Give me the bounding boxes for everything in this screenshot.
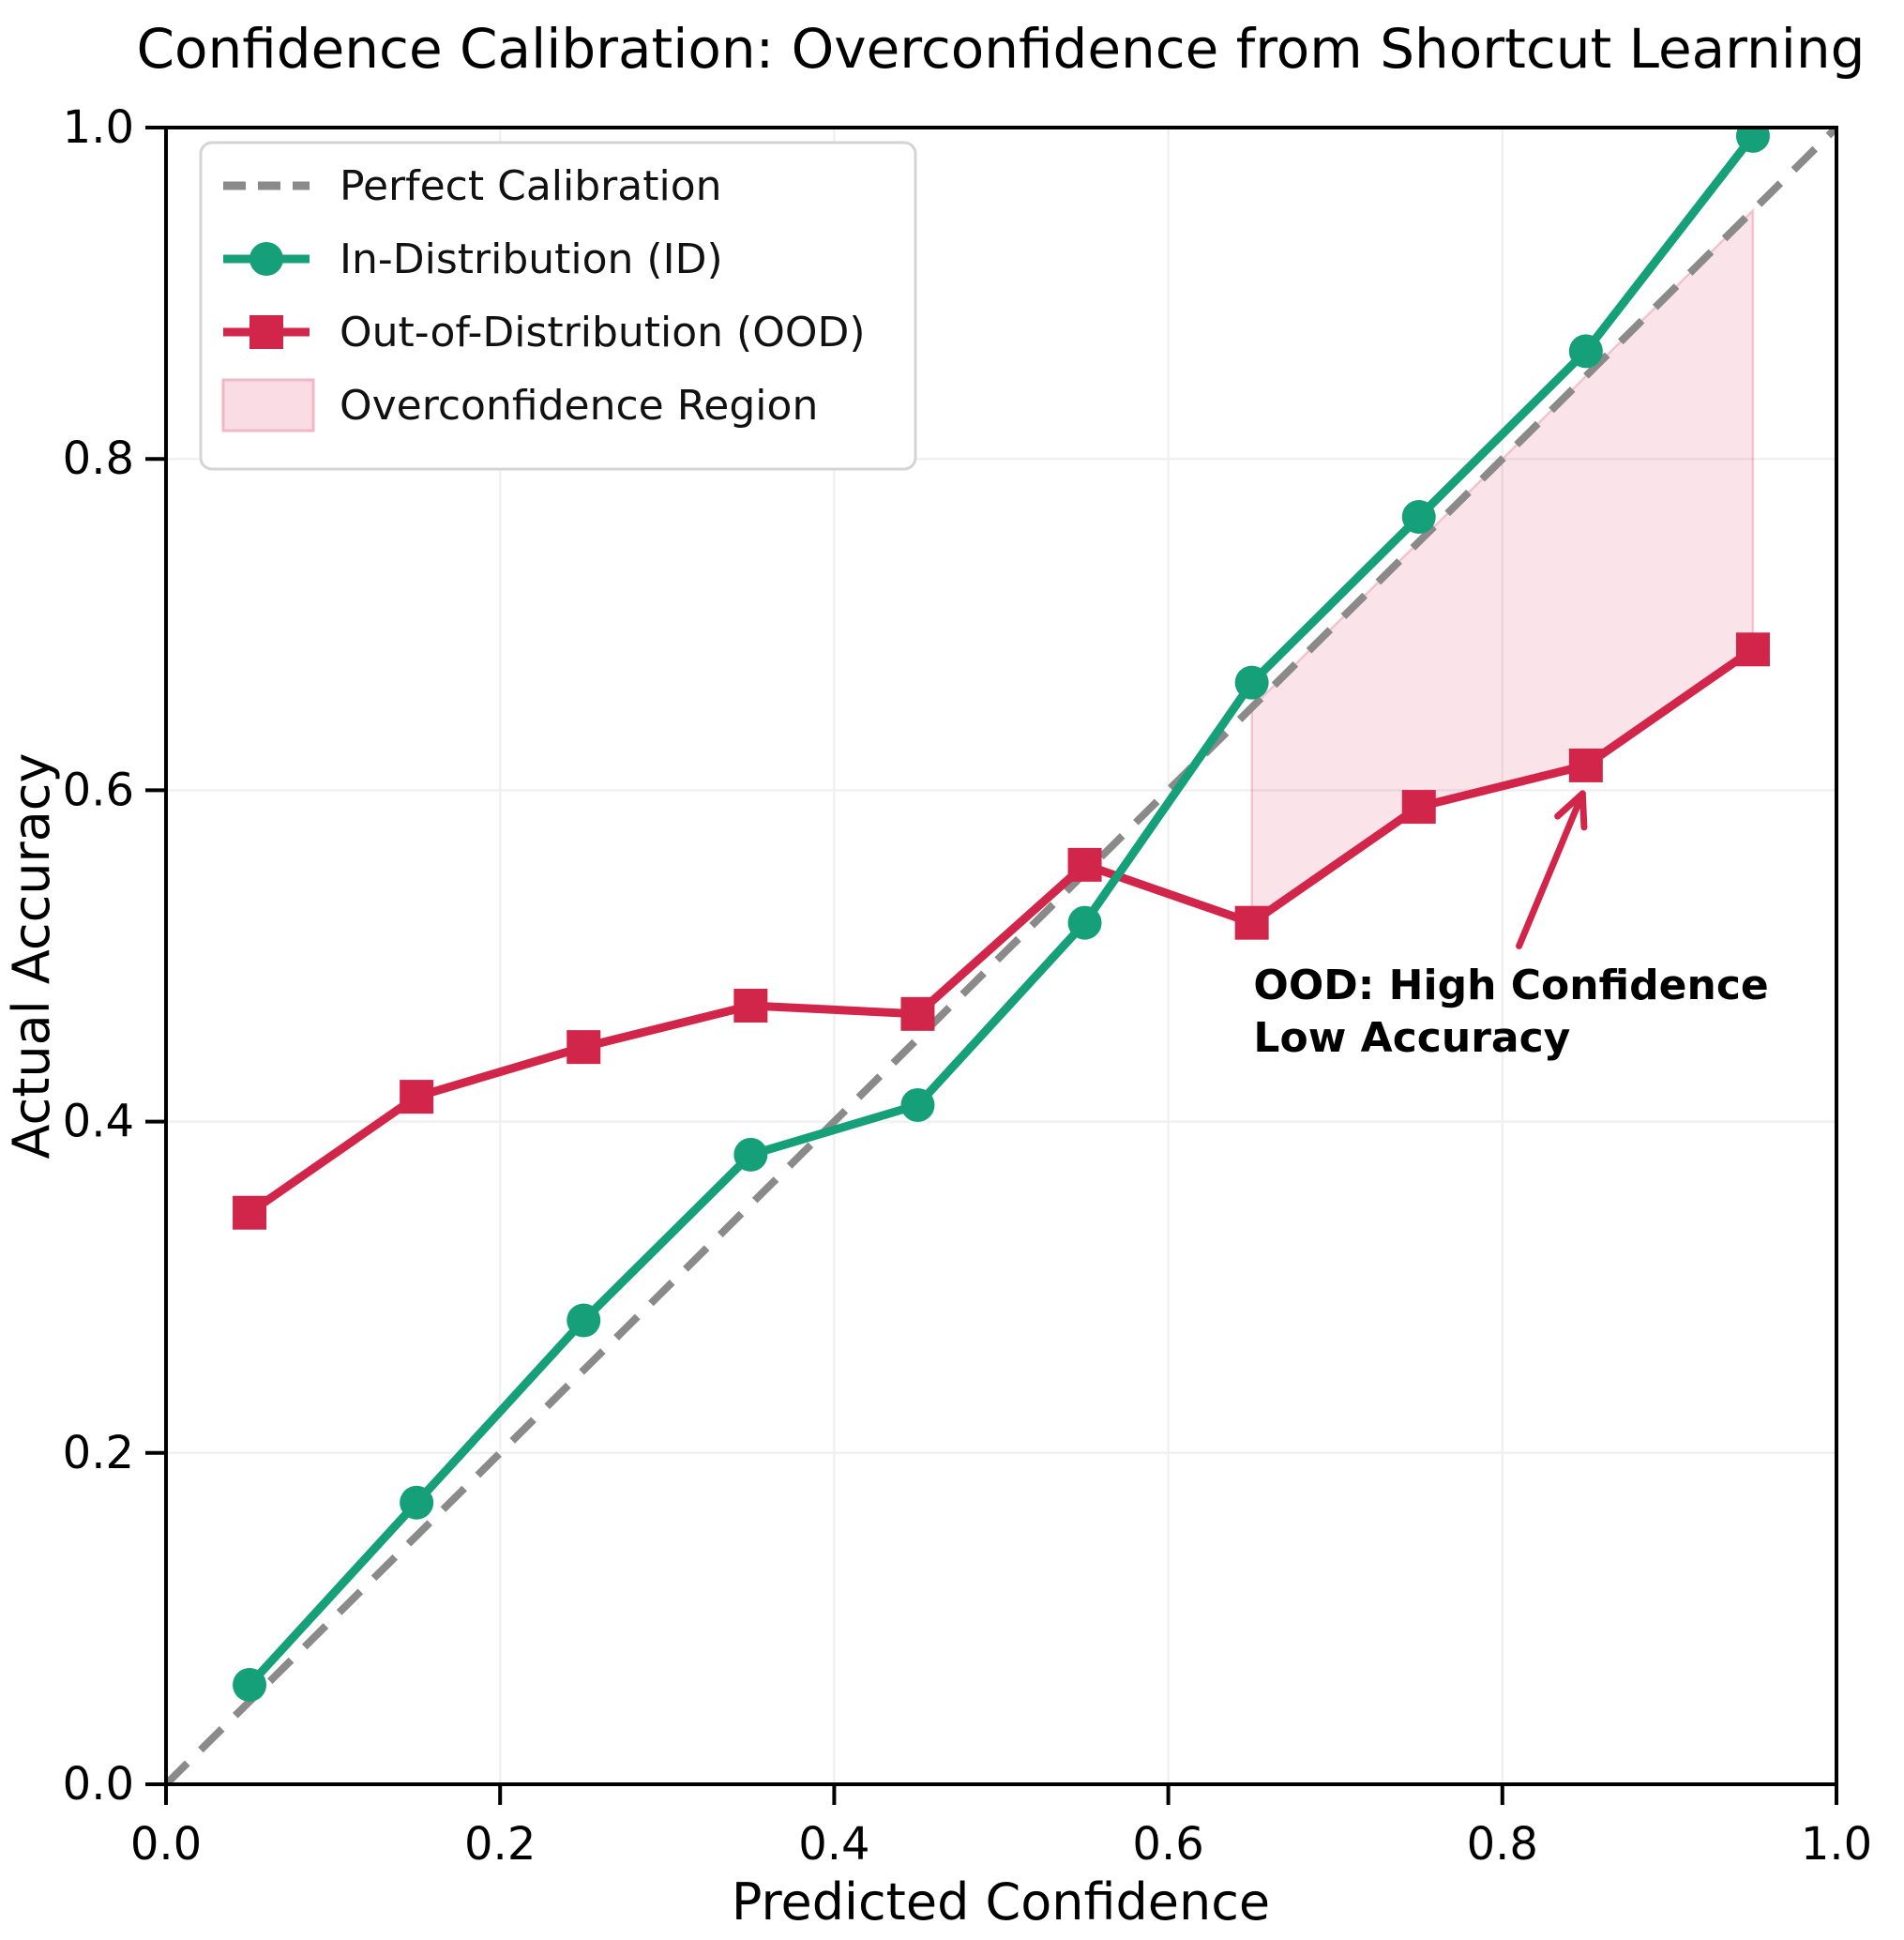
ood-line bbox=[247, 645, 1756, 1217]
annotation-text-line-1: OOD: High Confidence bbox=[1253, 962, 1768, 1009]
chart-title: Confidence Calibration: Overconfidence f… bbox=[137, 17, 1866, 81]
legend-item-label: Perfect Calibration bbox=[340, 162, 722, 210]
x-tick-label: 0.0 bbox=[130, 1818, 202, 1871]
legend-item-label: In-Distribution (ID) bbox=[340, 235, 723, 283]
ood-marker-square bbox=[733, 988, 768, 1023]
y-axis-label: Actual Accuracy bbox=[2, 753, 61, 1159]
y-tick-label: 0.2 bbox=[63, 1427, 134, 1479]
x-tick-label: 0.6 bbox=[1132, 1818, 1203, 1871]
ood-marker-square bbox=[1401, 790, 1436, 825]
id-marker-circle bbox=[900, 1087, 935, 1122]
legend-box bbox=[199, 141, 917, 471]
y-tick-label: 0.0 bbox=[63, 1758, 134, 1811]
legend-item-2: In-Distribution (ID) bbox=[223, 235, 723, 283]
axes-spines bbox=[164, 126, 1838, 1786]
ood-marker-square bbox=[1735, 632, 1770, 667]
ood-marker-square bbox=[1067, 847, 1102, 882]
legend: Perfect Calibration In-Distribution (ID) O… bbox=[199, 141, 917, 471]
annotation-arrowhead bbox=[1554, 790, 1586, 820]
plot-area: 0.0 0.2 0.4 0.6 0.8 1.0 0.0 0.2 0.4 0.6 0.8 1.0 Perf… bbox=[63, 101, 1873, 1871]
legend-circle-marker-icon bbox=[249, 242, 283, 276]
id-marker-circle bbox=[1401, 500, 1436, 535]
id-line bbox=[246, 133, 1757, 1689]
y-tick-label: 0.6 bbox=[63, 764, 134, 816]
x-tick-label: 0.2 bbox=[464, 1818, 536, 1871]
annotation-arrowhead bbox=[1579, 790, 1588, 831]
ood-series bbox=[233, 632, 1770, 1230]
x-tick-label: 0.4 bbox=[798, 1818, 869, 1871]
legend-item-label: Overconfidence Region bbox=[340, 382, 818, 430]
ood-annotation: OOD: High Confidence Low Accuracy bbox=[1253, 790, 1769, 1062]
legend-item-1: Perfect Calibration bbox=[223, 162, 722, 210]
id-marker-circle bbox=[1234, 665, 1269, 700]
x-axis-label: Predicted Confidence bbox=[732, 1872, 1270, 1932]
perfect-calibration-line bbox=[166, 128, 1836, 1784]
id-marker-circle bbox=[1568, 334, 1603, 369]
legend-item-4: Overconfidence Region bbox=[221, 378, 818, 432]
id-marker-circle bbox=[1735, 128, 1770, 153]
legend-item-3: Out-of-Distribution (OOD) bbox=[223, 309, 866, 356]
annotation-text-line-2: Low Accuracy bbox=[1253, 1014, 1570, 1062]
x-axis: 0.0 0.2 0.4 0.6 0.8 1.0 bbox=[130, 1784, 1872, 1871]
ood-marker-square bbox=[1568, 748, 1603, 782]
ood-marker-square bbox=[1234, 905, 1269, 940]
id-series bbox=[233, 128, 1770, 1703]
y-axis: 0.0 0.2 0.4 0.6 0.8 1.0 bbox=[63, 101, 166, 1811]
annotation-arrow-shaft bbox=[1516, 790, 1586, 949]
series-layer bbox=[166, 128, 1836, 1784]
ood-marker-square bbox=[233, 1195, 267, 1230]
y-tick-label: 0.4 bbox=[63, 1096, 134, 1148]
legend-item-label: Out-of-Distribution (OOD) bbox=[340, 309, 866, 356]
legend-square-marker-icon bbox=[249, 315, 283, 349]
x-tick-label: 1.0 bbox=[1801, 1818, 1872, 1871]
id-marker-circle bbox=[733, 1137, 768, 1172]
y-tick-label: 0.8 bbox=[63, 432, 134, 485]
ood-marker-square bbox=[567, 1030, 601, 1065]
ood-marker-square bbox=[900, 996, 935, 1031]
y-tick-label: 1.0 bbox=[63, 101, 134, 154]
id-marker-circle bbox=[567, 1303, 601, 1338]
id-marker-circle bbox=[1067, 905, 1102, 940]
x-tick-label: 0.8 bbox=[1467, 1818, 1538, 1871]
legend-patch-icon bbox=[221, 378, 315, 432]
id-marker-circle bbox=[400, 1485, 434, 1520]
id-marker-circle bbox=[233, 1668, 267, 1703]
ood-marker-square bbox=[400, 1080, 434, 1114]
